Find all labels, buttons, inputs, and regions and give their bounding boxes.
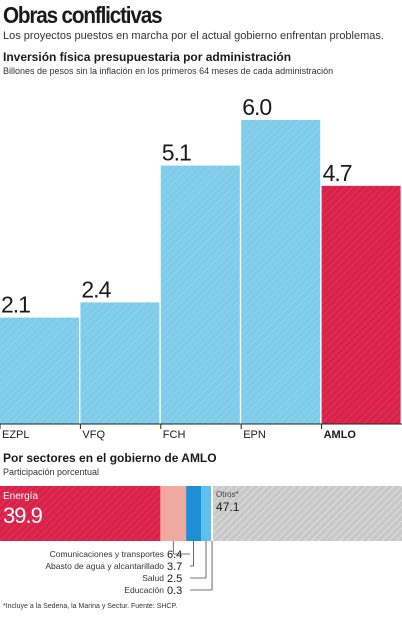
segment-name-salud: Salud [142,573,164,583]
segment-value-comunicaciones-y-transportes: 6.4 [167,549,182,561]
segment-value-otros: 47.1 [216,500,240,514]
bar-hatch-fch [160,165,240,424]
segment-value-energia: 39.9 [3,503,43,528]
page-subtitle: Los proyectos puestos en marcha por el a… [3,30,384,42]
x-tick-label-vfq: VFQ [82,429,105,441]
x-tick-label-fch: FCH [163,429,186,441]
bar-hatch-ezpl [0,317,79,424]
segment-name-comunicaciones-y-transportes: Comunicaciones y transportes [50,549,164,559]
bar-hatch-epn [241,120,321,424]
segment-name-abasto-de-agua-y-alcantarillado: Abasto de agua y alcantarillado [45,561,164,571]
segment-comunicaciones-y-transportes [160,486,187,541]
segment-name-otros: Otros* [216,490,239,499]
segment-name-educacion: Educación [124,585,164,595]
segment-value-educacion: 0.3 [167,585,182,597]
bar-value-label-vfq: 2.4 [81,276,111,302]
bar-value-label-fch: 5.1 [162,140,191,166]
x-tick-label-amlo: AMLO [324,429,357,441]
segment-value-salud: 2.5 [167,573,182,585]
bar-value-label-ezpl: 2.1 [1,292,30,318]
investment-bar-chart: 2.1 2.4 5.1 6.0 4.7 EZPL VFQ FCH EPN AMLO [0,94,402,441]
bar-hatch-vfq [80,302,160,424]
sector-chart-title: Por sectores en el gobierno de AMLO [3,451,217,465]
x-tick-label-epn: EPN [243,429,266,441]
bar-hatch-amlo [321,185,401,424]
bar-chart-subtitle: Billones de pesos sin la inflación en lo… [3,66,334,76]
sector-chart-subtitle: Participación porcentual [3,467,100,477]
bar-value-label-amlo: 4.7 [323,160,352,186]
segment-value-abasto-de-agua-y-alcantarillado: 3.7 [167,561,182,573]
segment-name-energia: Energía [3,491,38,502]
segment-hatch-otros [213,486,402,541]
footnote: *Incluye a la Sedena, la Marina y Sectur… [3,603,178,610]
x-tick-label-ezpl: EZPL [2,429,30,441]
segment-educacion [211,486,214,541]
segment-hatch-energia [0,486,161,541]
page-title: Obras conflictivas [3,2,163,28]
bar-value-label-epn: 6.0 [242,94,271,120]
bar-chart-title: Inversión física presupuestaria por admi… [3,50,292,64]
segment-abasto-de-agua-y-alcantarillado [186,486,201,541]
segment-salud [201,486,212,541]
